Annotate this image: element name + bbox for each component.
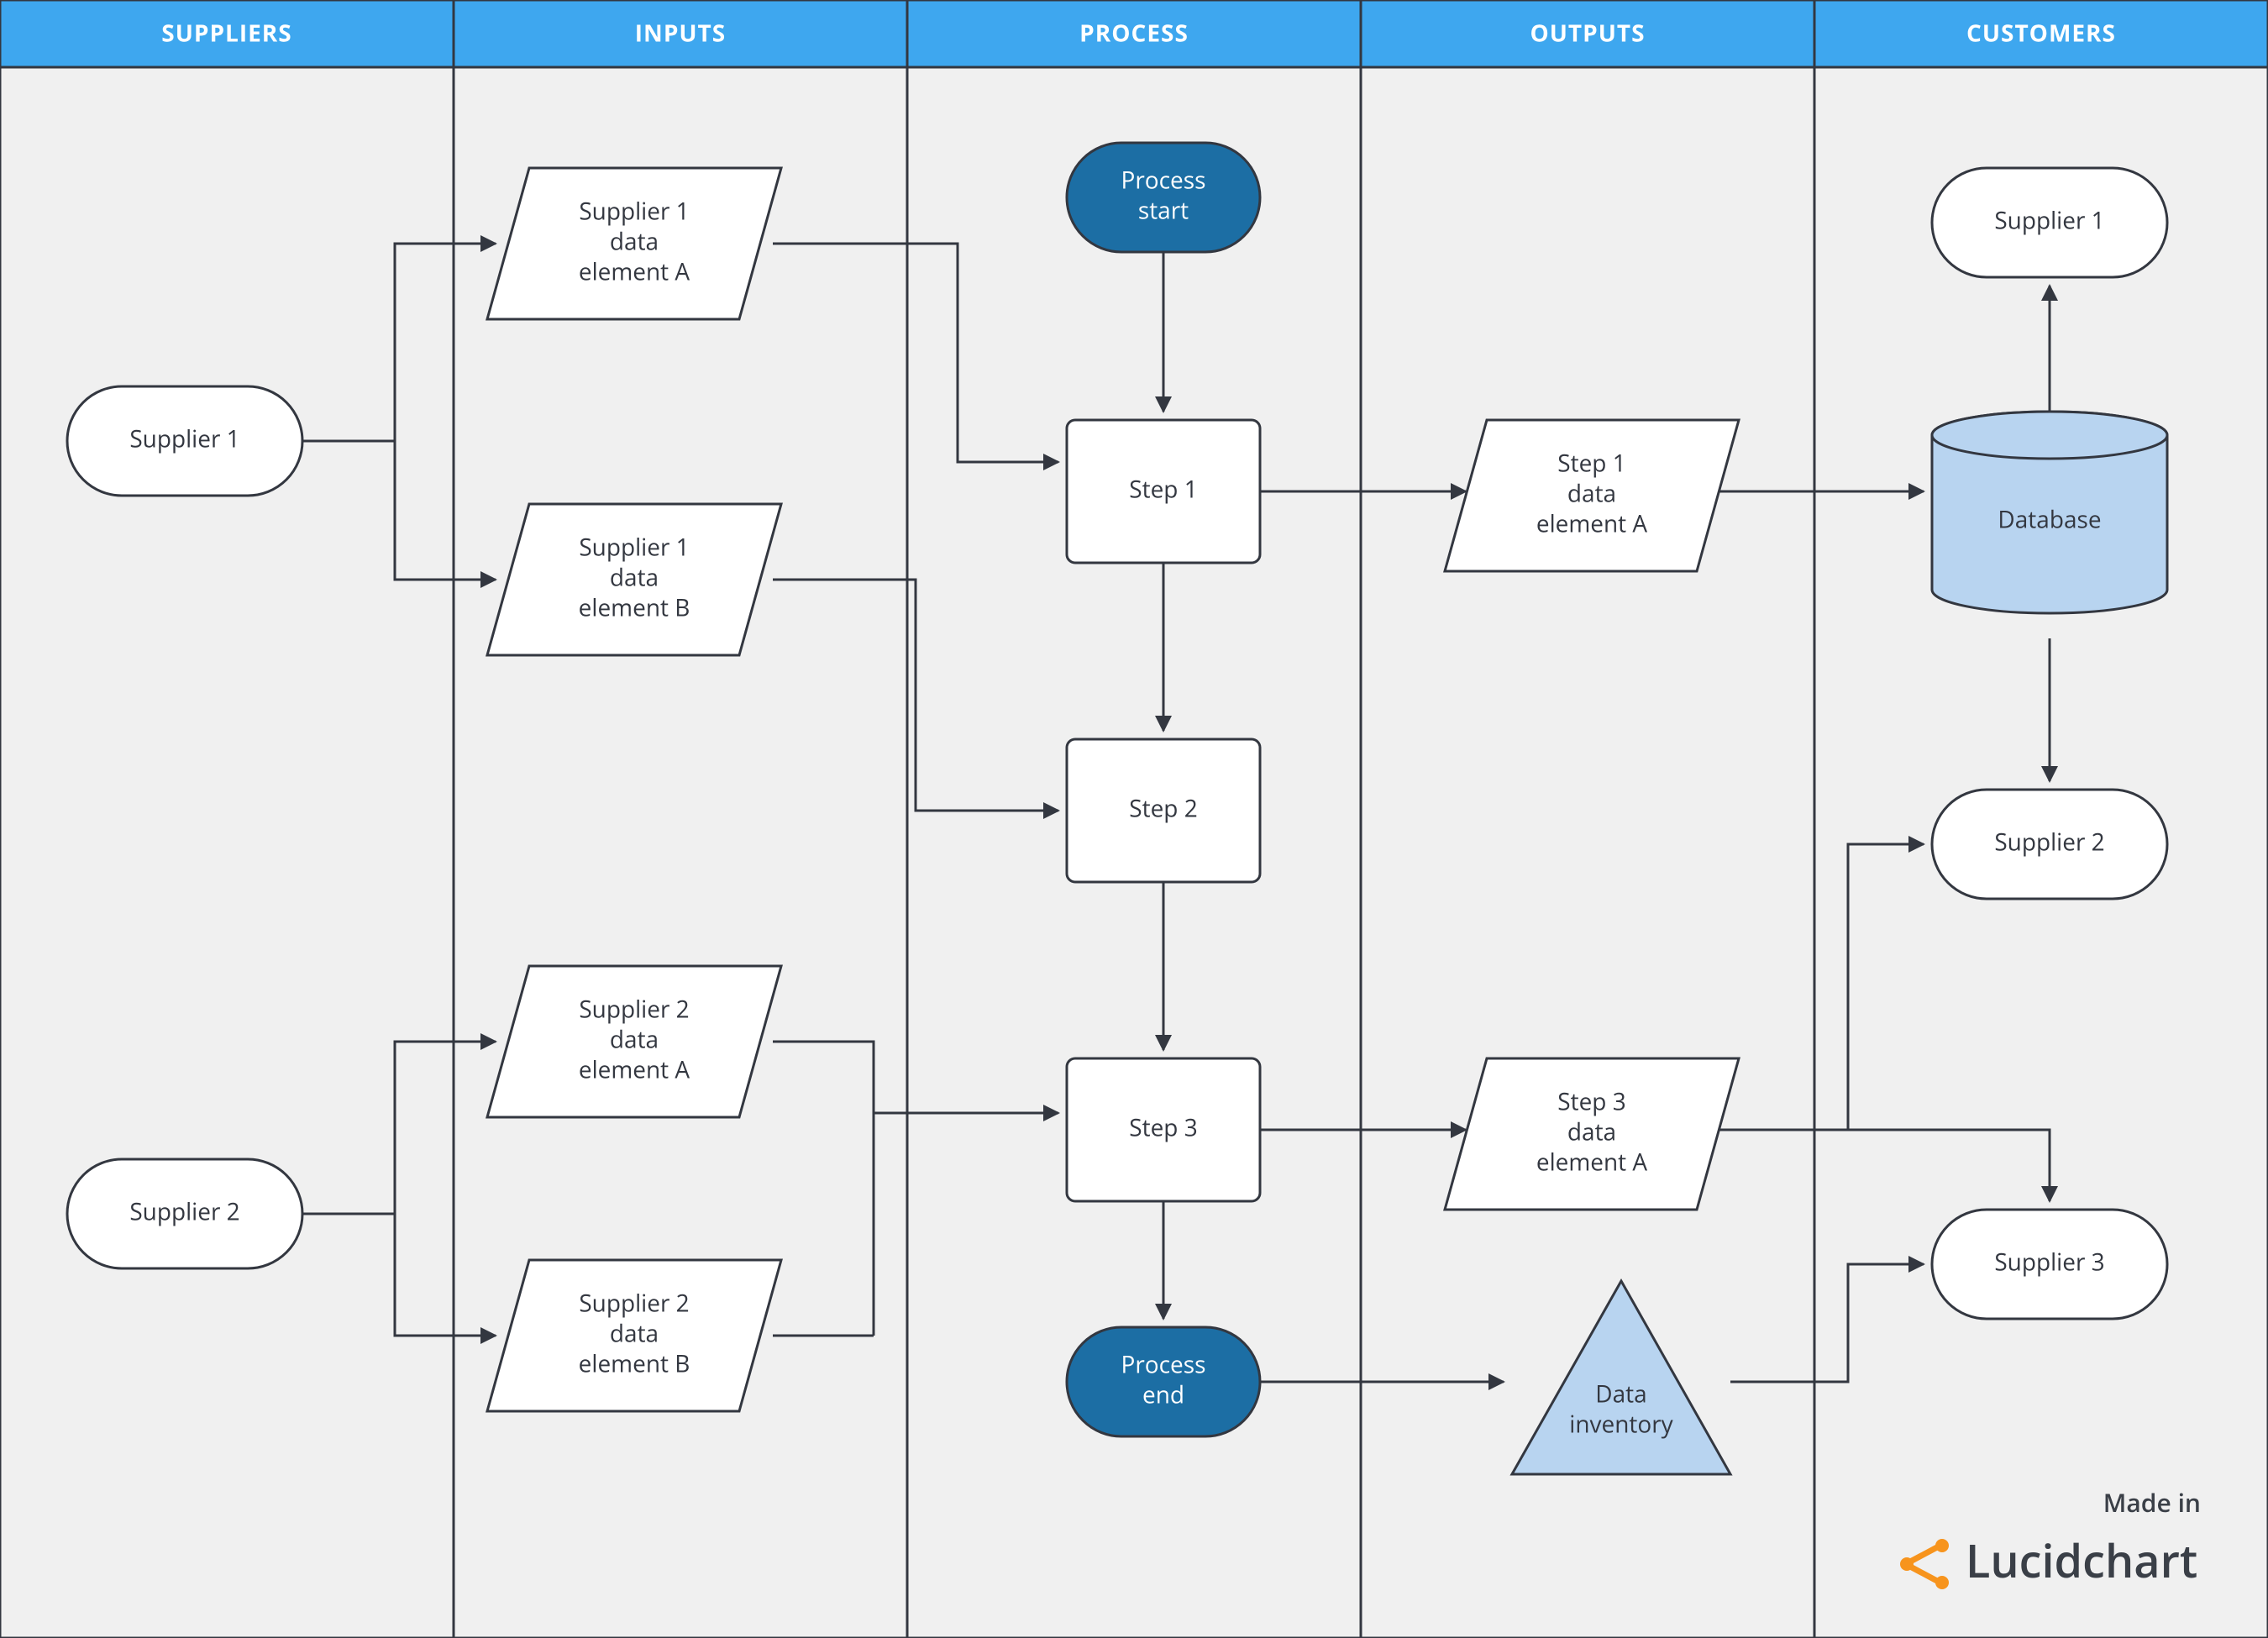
svg-text:element A: element A [579,255,690,287]
header-label-outputs: OUTPUTS [1530,17,1645,49]
svg-text:element A: element A [1536,507,1648,539]
node-out1: Step 1dataelement A [1445,420,1739,571]
svg-text:Supplier 1: Supplier 1 [579,531,689,563]
node-out3: Step 3dataelement A [1445,1058,1739,1210]
node-cus3: Supplier 3 [1932,1210,2167,1319]
node-step1: Step 1 [1067,420,1260,563]
node-in2b: Supplier 2dataelement B [487,1260,781,1411]
svg-text:data: data [610,225,659,257]
svg-text:Process: Process [1121,164,1206,196]
node-pstart: Processstart [1067,143,1260,252]
node-in1a: Supplier 1dataelement A [487,168,781,319]
svg-text:element A: element A [579,1053,690,1085]
svg-text:Step 3: Step 3 [1129,1111,1197,1143]
svg-text:inventory: inventory [1569,1409,1673,1441]
svg-text:data: data [1567,1116,1616,1147]
svg-text:Supplier 2: Supplier 2 [1994,826,2104,858]
node-db: Database [1932,412,2167,613]
svg-text:Step 3: Step 3 [1557,1085,1625,1117]
node-in2a: Supplier 2dataelement A [487,966,781,1117]
node-cus1: Supplier 1 [1932,168,2167,277]
svg-text:Supplier 2: Supplier 2 [579,1287,689,1319]
node-sup2: Supplier 2 [67,1159,302,1268]
svg-text:Supplier 2: Supplier 2 [579,993,689,1025]
svg-text:Supplier 1: Supplier 1 [579,195,689,227]
svg-text:Supplier 1: Supplier 1 [1994,204,2104,236]
lane-suppliers [0,67,454,1638]
header-label-suppliers: SUPPLIERS [161,17,291,49]
svg-text:element B: element B [579,591,690,623]
svg-text:Data: Data [1595,1378,1646,1410]
header-label-inputs: INPUTS [635,17,726,49]
svg-text:Process: Process [1121,1348,1206,1380]
svg-text:Step 2: Step 2 [1129,792,1197,824]
svg-text:data: data [610,561,659,593]
svg-text:data: data [610,1023,659,1055]
sipoc-diagram: SUPPLIERS INPUTS PROCESS OUTPUTS CUSTOMERS S… [0,0,2268,1638]
node-sup1: Supplier 1 [67,386,302,496]
node-pend: Processend [1067,1327,1260,1436]
svg-text:Supplier 1: Supplier 1 [129,423,239,454]
node-step2: Step 2 [1067,739,1260,882]
branding-name: Lucidchart [1966,1529,2197,1591]
node-step3: Step 3 [1067,1058,1260,1201]
svg-text:Database: Database [1998,504,2101,536]
svg-text:data: data [1567,477,1616,509]
branding-madein: Made in [2103,1485,2201,1520]
header-label-process: PROCESS [1079,17,1189,49]
node-cus2: Supplier 2 [1932,790,2167,899]
svg-text:Step 1: Step 1 [1557,447,1625,479]
svg-text:end: end [1142,1378,1184,1410]
node-in1b: Supplier 1dataelement B [487,504,781,655]
svg-text:Supplier 3: Supplier 3 [1994,1246,2104,1278]
svg-text:data: data [610,1317,659,1349]
column-headers: SUPPLIERS INPUTS PROCESS OUTPUTS CUSTOMERS [0,0,2268,67]
svg-text:element A: element A [1536,1146,1648,1178]
svg-text:start: start [1138,194,1189,226]
svg-text:element B: element B [579,1347,690,1379]
svg-text:Step 1: Step 1 [1129,473,1197,505]
header-label-customers: CUSTOMERS [1966,17,2116,49]
svg-text:Supplier 2: Supplier 2 [129,1195,239,1227]
